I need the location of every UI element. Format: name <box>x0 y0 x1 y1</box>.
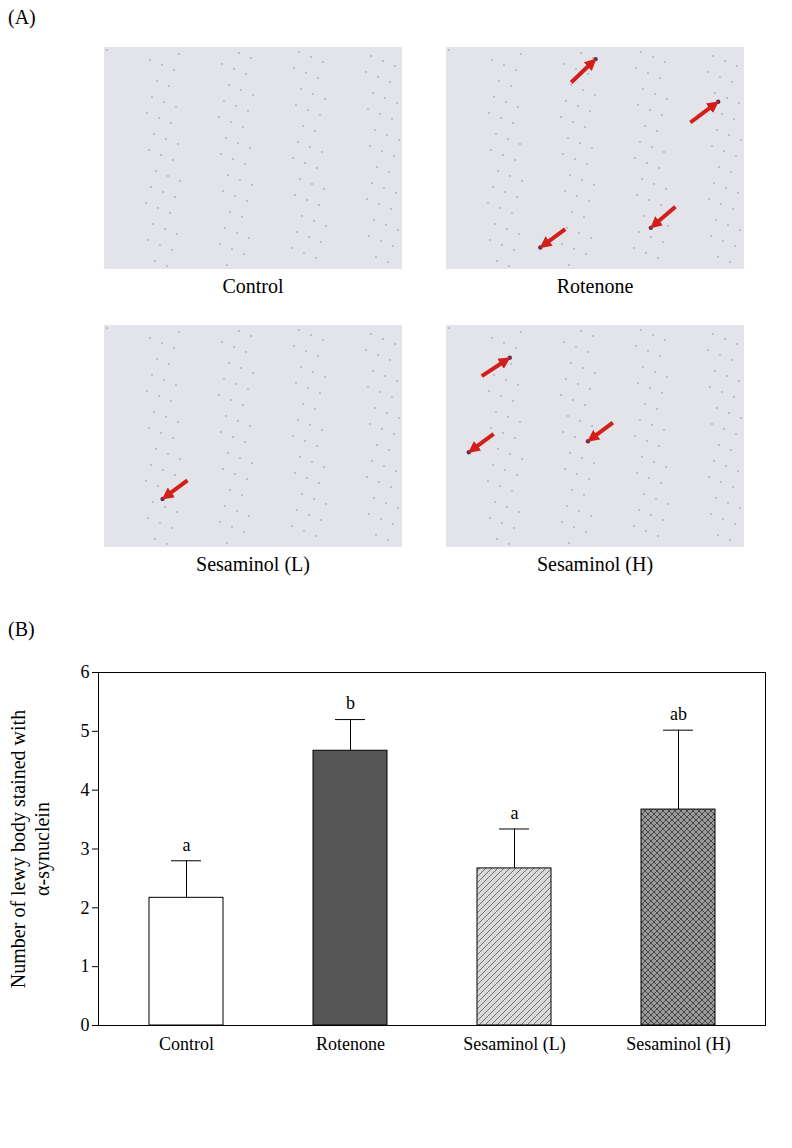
svg-text:2: 2 <box>81 898 90 918</box>
svg-text:Control: Control <box>159 1034 214 1054</box>
svg-text:a: a <box>183 835 191 855</box>
html-text:Sesaminol (H): Sesaminol (H) <box>537 553 653 575</box>
svg-text:0: 0 <box>81 1015 90 1035</box>
html-text:(A): (A) <box>8 6 36 28</box>
svg-text:Sesaminol (L): Sesaminol (L) <box>463 1034 565 1055</box>
svg-text:3: 3 <box>81 839 90 859</box>
html-text:Number of lewy body stained wi: Number of lewy body stained with α-synuc… <box>7 709 53 988</box>
svg-text:1: 1 <box>81 956 90 976</box>
svg-text:4: 4 <box>81 780 90 800</box>
svg-text:5: 5 <box>81 721 90 741</box>
svg-text:a: a <box>511 803 519 823</box>
svg-text:Sesaminol (H): Sesaminol (H) <box>626 1034 730 1055</box>
svg-text:6: 6 <box>81 662 90 682</box>
svg-text:Rotenone: Rotenone <box>316 1034 385 1054</box>
html-text:Rotenone: Rotenone <box>556 275 634 297</box>
html-text:Sesaminol (L): Sesaminol (L) <box>196 553 310 575</box>
svg-text:b: b <box>346 693 355 713</box>
html-text:(B): (B) <box>8 618 35 640</box>
svg-text:ab: ab <box>670 704 687 724</box>
html-text:Control: Control <box>222 275 284 297</box>
